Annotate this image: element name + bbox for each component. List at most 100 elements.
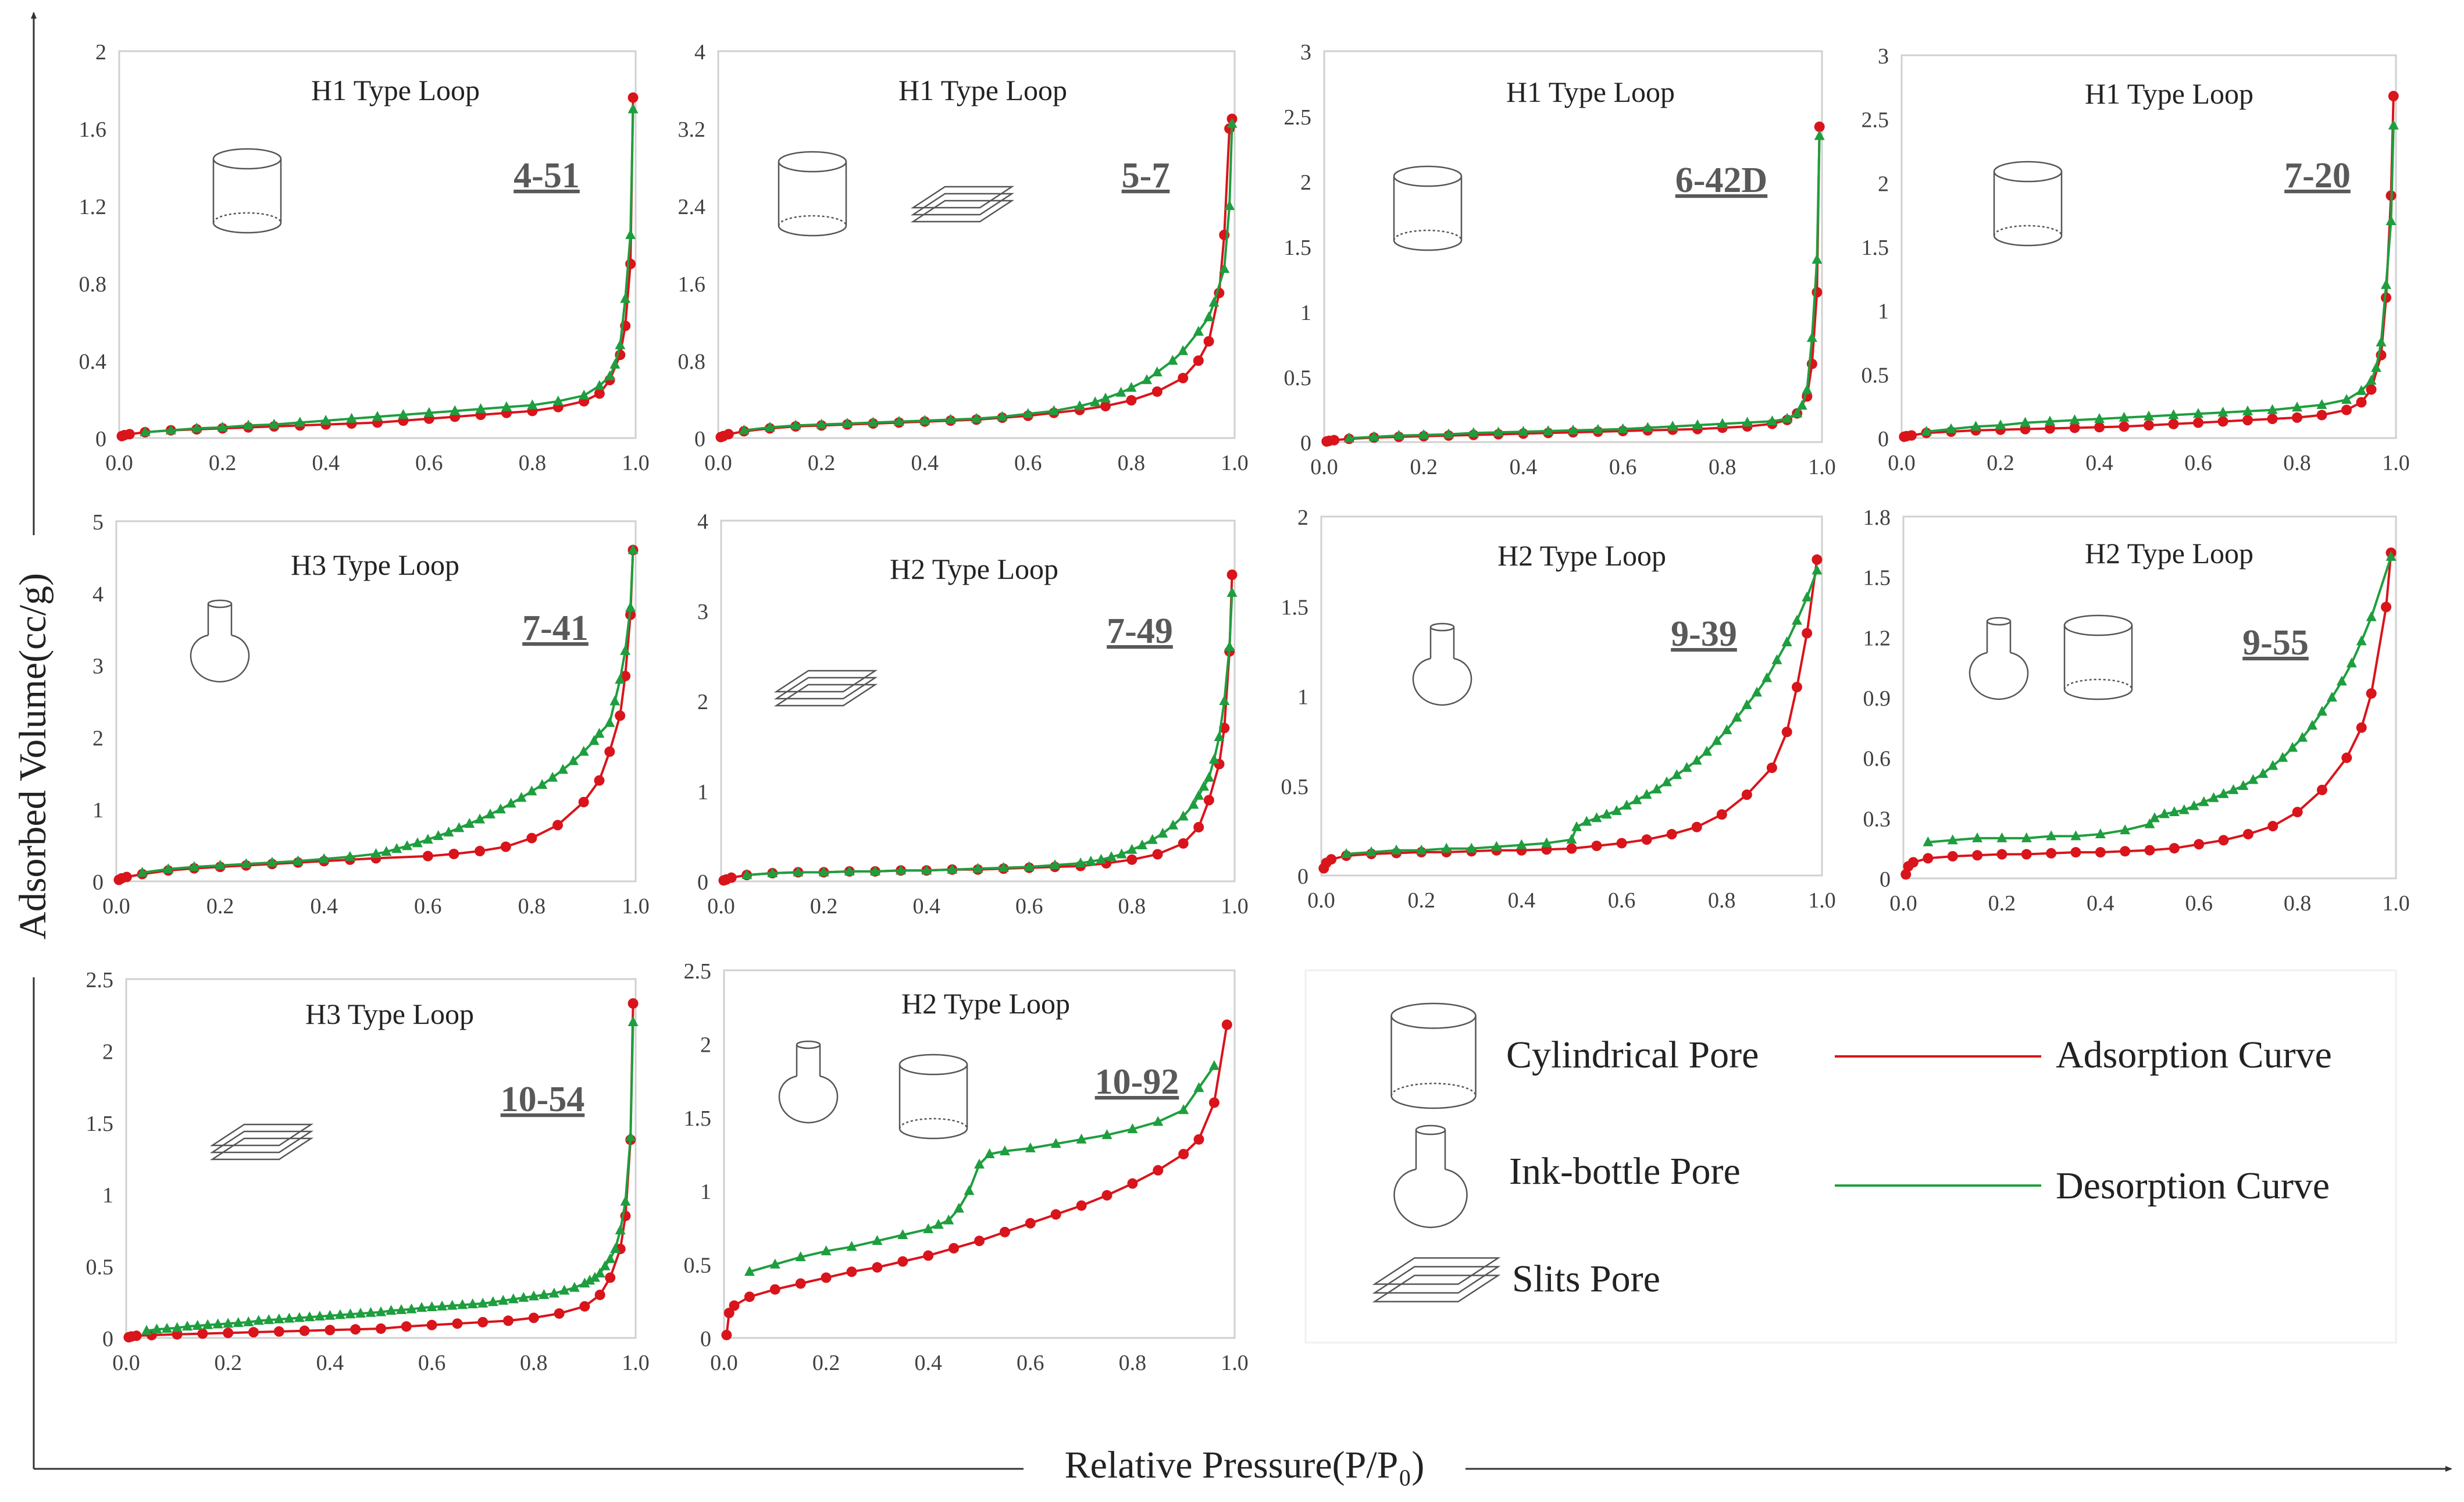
cylindrical-pore-icon (898, 1053, 968, 1140)
adsorption-point (1781, 727, 1792, 738)
desorption-point (821, 1245, 832, 1255)
slits-pore-glyph (1372, 1257, 1501, 1302)
x-tick-label: 0.6 (1014, 451, 1042, 475)
adsorption-point (1616, 838, 1627, 849)
desorption-point (2356, 635, 2367, 646)
desorption-point (1592, 423, 1603, 434)
cylindrical-pore-icon (1993, 161, 2063, 247)
y-tick-label: 2 (102, 1040, 113, 1064)
y-tick-label: 0 (700, 1327, 711, 1351)
x-tick-label: 0.0 (105, 451, 133, 475)
desorption-point (964, 1185, 975, 1195)
panel-4-51: 0 0.4 0.8 1.2 1.6 2 0.0 0.2 0.4 0.6 0.8 1.0 H1 Type … (79, 40, 650, 475)
desorption-point (320, 415, 331, 425)
desorption-point (1923, 836, 1934, 846)
adsorption-point (448, 848, 459, 859)
desorption-point (1571, 821, 1582, 831)
x-tick-label: 0.4 (310, 894, 338, 919)
desorption-point (1518, 426, 1529, 436)
desorption-point (1806, 332, 1817, 342)
desorption-point (498, 1294, 509, 1305)
desorption-point (589, 735, 600, 745)
desorption-point (1692, 419, 1703, 429)
desorption-point (1101, 1129, 1112, 1140)
desorption-point (997, 411, 1008, 421)
desorption-point (501, 401, 512, 411)
adsorption-point (1591, 841, 1602, 852)
adsorption-point (723, 1308, 734, 1319)
panel-title: H1 Type Loop (311, 74, 480, 106)
panel-title: H3 Type Loop (305, 998, 474, 1030)
adsorption-point (1812, 554, 1823, 565)
desorption-point (620, 1195, 631, 1206)
desorption-point (1178, 1104, 1189, 1115)
desorption-point (437, 1300, 448, 1311)
y-tick-label: 2 (95, 40, 106, 65)
desorption-point (1617, 423, 1628, 433)
desorption-point (537, 779, 548, 789)
adsorption-point (1203, 795, 1214, 806)
desorption-point (594, 728, 605, 738)
desorption-point (1050, 1138, 1061, 1148)
x-tick-label: 1.0 (2382, 451, 2410, 475)
adsorption-point (2341, 404, 2352, 415)
y-tick-label: 2.5 (1862, 108, 1889, 133)
desorption-point (1792, 407, 1803, 418)
y-tick-label: 4 (694, 40, 705, 65)
desorption-point (1137, 839, 1148, 849)
desorption-point (1541, 837, 1552, 848)
adsorption-point (2316, 410, 2327, 421)
adsorption-curve (1903, 96, 2395, 438)
desorption-point (2069, 414, 2080, 425)
desorption-point (1085, 855, 1096, 866)
desorption-point (2094, 413, 2105, 423)
desorption-point (1972, 832, 1983, 842)
desorption-point (921, 864, 932, 875)
desorption-point (396, 1304, 407, 1314)
desorption-point (1996, 832, 2007, 842)
desorption-point (1368, 431, 1379, 442)
x-tick-label: 0.8 (1708, 888, 1736, 913)
legend-slits-icon (1372, 1257, 1501, 1302)
adsorption-point (1208, 1097, 1219, 1108)
adsorption-point (2120, 846, 2131, 857)
adsorption-point (401, 1321, 412, 1332)
panel-7-41: 0 1 2 3 4 5 0.0 0.2 0.4 0.6 0.8 1.0 H3 Type Loop 7-41 (92, 510, 650, 919)
desorption-point (953, 1202, 964, 1213)
adsorption-point (2267, 821, 2278, 832)
sample-label: 5-7 (1122, 156, 1170, 195)
desorption-point (165, 424, 176, 435)
desorption-point (487, 1296, 498, 1307)
desorption-point (1178, 345, 1189, 355)
adsorption-point (721, 1329, 732, 1340)
x-tick-label: 0.4 (316, 1351, 344, 1375)
desorption-point (568, 755, 579, 766)
desorption-point (842, 418, 853, 428)
adsorption-point (1050, 1209, 1061, 1220)
adsorption-point (1802, 628, 1813, 639)
adsorption-point (620, 671, 631, 682)
adsorption-point (2144, 420, 2154, 431)
desorption-point (381, 846, 392, 856)
y-tick-label: 0.5 (86, 1255, 114, 1280)
desorption-point (346, 412, 357, 423)
y-tick-label: 1 (102, 1183, 113, 1208)
adsorption-point (1193, 1134, 1204, 1145)
adsorption-point (579, 1301, 590, 1312)
figure-x-label: Relative Pressure(P/P₀) (1065, 1444, 1425, 1486)
desorption-point (999, 1145, 1010, 1155)
adsorption-point (121, 871, 132, 882)
adsorption-point (422, 850, 433, 862)
adsorption-point (723, 429, 734, 440)
desorption-point (1203, 311, 1214, 322)
desorption-point (2381, 279, 2391, 289)
desorption-point (1076, 1133, 1087, 1144)
desorption-curve (749, 1065, 1215, 1273)
adsorption-point (1127, 1178, 1138, 1189)
desorption-point (355, 1308, 366, 1318)
desorption-point (2020, 417, 2031, 427)
y-tick-label: 3 (697, 600, 708, 624)
desorption-point (609, 358, 621, 369)
desorption-point (2218, 788, 2229, 798)
desorption-point (625, 229, 636, 239)
